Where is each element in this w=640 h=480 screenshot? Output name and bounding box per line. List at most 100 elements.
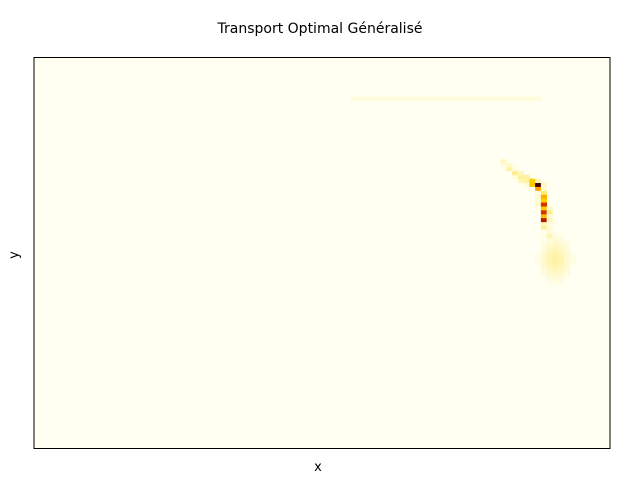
heatmap-cell [362, 96, 369, 101]
heatmap-cell [454, 96, 461, 101]
heatmap-cell [494, 96, 501, 101]
heatmap-cell [558, 253, 565, 258]
heatmap-cell [546, 276, 553, 281]
heatmap-cell [391, 96, 398, 101]
heatmap-cell [546, 264, 553, 270]
heatmap-cell [523, 96, 530, 101]
heatmap-cell [489, 96, 496, 101]
heatmap-cell [535, 96, 542, 101]
heatmap-cell [552, 233, 559, 238]
heatmap-cell [535, 186, 542, 191]
heatmap-cell [350, 96, 357, 101]
heatmap-cell [540, 206, 548, 211]
heatmap-cell [546, 256, 553, 262]
heatmap-cell [535, 190, 542, 195]
heatmap-cell [552, 280, 559, 285]
heatmap-cell [540, 264, 548, 270]
heatmap-cell [558, 241, 565, 246]
heatmap-cell [379, 96, 386, 101]
heatmap-cell [552, 268, 559, 273]
heatmap-cell [540, 202, 548, 207]
heatmap-cell [563, 241, 571, 246]
heatmap-cell [500, 159, 507, 164]
heatmap-cell [431, 96, 438, 101]
heatmap-cell [408, 96, 415, 101]
heatmap-cell [506, 166, 513, 172]
heatmap-cell [414, 96, 421, 101]
x-axis-label: x [314, 460, 322, 475]
heatmap-cell [535, 194, 542, 199]
heatmap-cell [460, 96, 467, 101]
heatmap-cell [563, 260, 571, 266]
heatmap-cell [558, 272, 565, 277]
heatmap-cell [512, 174, 519, 180]
heatmap-cell [546, 241, 553, 246]
heatmap-cell [535, 253, 542, 258]
heatmap-cell [546, 213, 553, 219]
heatmap-cell [552, 276, 559, 281]
heatmap-cell [535, 256, 542, 262]
heatmap-cell [540, 237, 548, 242]
heatmap-cell [552, 256, 559, 262]
heatmap-cell [540, 213, 548, 219]
heatmap-cell [563, 253, 571, 258]
heatmap-cell [506, 163, 513, 168]
heatmap-cell [552, 237, 559, 242]
heatmap-cell [540, 198, 548, 203]
y-axis-label: y [7, 251, 22, 259]
heatmap-cell [552, 241, 559, 246]
heatmap-cell [425, 96, 432, 101]
heatmap-cell [558, 264, 565, 270]
heatmap-cell [529, 178, 536, 184]
heatmap-cell [448, 96, 455, 101]
heatmap-cell [523, 174, 530, 180]
heatmap-cells [350, 96, 576, 285]
heatmap-cell [540, 182, 548, 187]
heatmap-cell [529, 182, 536, 187]
heatmap-cell [558, 237, 565, 242]
heatmap-cell [523, 182, 530, 187]
heatmap-cell [546, 272, 553, 277]
heatmap-cell [558, 249, 565, 254]
heatmap-cell [546, 225, 553, 230]
heatmap-cell [517, 96, 524, 101]
heatmap-cell [546, 209, 553, 215]
heatmap-cell [546, 268, 553, 273]
heatmap-cell [546, 245, 553, 250]
heatmap-cell [552, 249, 559, 254]
heatmap-cell [558, 233, 565, 238]
heatmap-cell [512, 96, 519, 101]
heatmap-cell [540, 225, 548, 230]
heatmap-cell [540, 209, 548, 215]
heatmap-cell [540, 253, 548, 258]
heatmap-cell [546, 260, 553, 266]
heatmap-cell [558, 280, 565, 285]
heatmap-cell [558, 268, 565, 273]
heatmap-cell [540, 241, 548, 246]
heatmap-cell [546, 221, 553, 227]
heatmap-cell [540, 186, 548, 191]
heatmap-cell [546, 217, 553, 223]
heatmap-cell [540, 268, 548, 273]
heatmap-cell [512, 170, 519, 176]
heatmap-cell [385, 96, 392, 101]
heatmap-cell [483, 96, 490, 101]
heatmap-cell [569, 253, 576, 258]
heatmap-cell [437, 96, 444, 101]
heatmap-cell [517, 170, 524, 176]
heatmap-cell [569, 256, 576, 262]
heatmap-cell [535, 260, 542, 266]
heatmap-cell [477, 96, 484, 101]
heatmap-cell [563, 256, 571, 262]
heatmap-cell [563, 249, 571, 254]
heatmap-cell [517, 174, 524, 180]
heatmap-cell [540, 272, 548, 277]
heatmap-cell [563, 268, 571, 273]
heatmap-cell [546, 206, 553, 211]
heatmap-cell [523, 178, 530, 184]
heatmap-cell [535, 198, 542, 203]
heatmap-cell [546, 237, 553, 242]
heatmap-cell [512, 166, 519, 172]
heatmap-cell [540, 249, 548, 254]
heatmap-cell [373, 96, 380, 101]
